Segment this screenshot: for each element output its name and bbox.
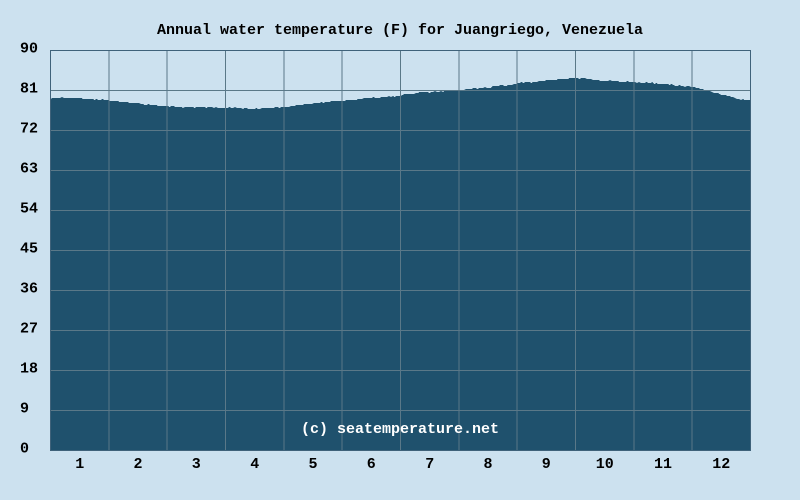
- svg-text:Annual water temperature (F) f: Annual water temperature (F) for Juangri…: [157, 22, 643, 39]
- svg-text:(c) seatemperature.net: (c) seatemperature.net: [301, 421, 499, 438]
- svg-text:1: 1: [75, 456, 84, 473]
- svg-text:9: 9: [20, 401, 29, 418]
- svg-text:27: 27: [20, 321, 38, 338]
- svg-text:6: 6: [367, 456, 376, 473]
- svg-text:72: 72: [20, 121, 38, 138]
- svg-text:63: 63: [20, 161, 38, 178]
- svg-text:3: 3: [192, 456, 201, 473]
- svg-text:4: 4: [250, 456, 259, 473]
- svg-text:45: 45: [20, 241, 38, 258]
- svg-text:7: 7: [425, 456, 434, 473]
- svg-text:81: 81: [20, 81, 38, 98]
- svg-text:11: 11: [654, 456, 672, 473]
- svg-text:12: 12: [712, 456, 730, 473]
- svg-text:0: 0: [20, 441, 29, 458]
- svg-text:10: 10: [596, 456, 614, 473]
- svg-text:36: 36: [20, 281, 38, 298]
- svg-text:5: 5: [308, 456, 317, 473]
- svg-text:9: 9: [542, 456, 551, 473]
- svg-text:2: 2: [133, 456, 142, 473]
- svg-text:18: 18: [20, 361, 38, 378]
- svg-text:8: 8: [483, 456, 492, 473]
- svg-text:90: 90: [20, 41, 38, 58]
- svg-text:54: 54: [20, 201, 38, 218]
